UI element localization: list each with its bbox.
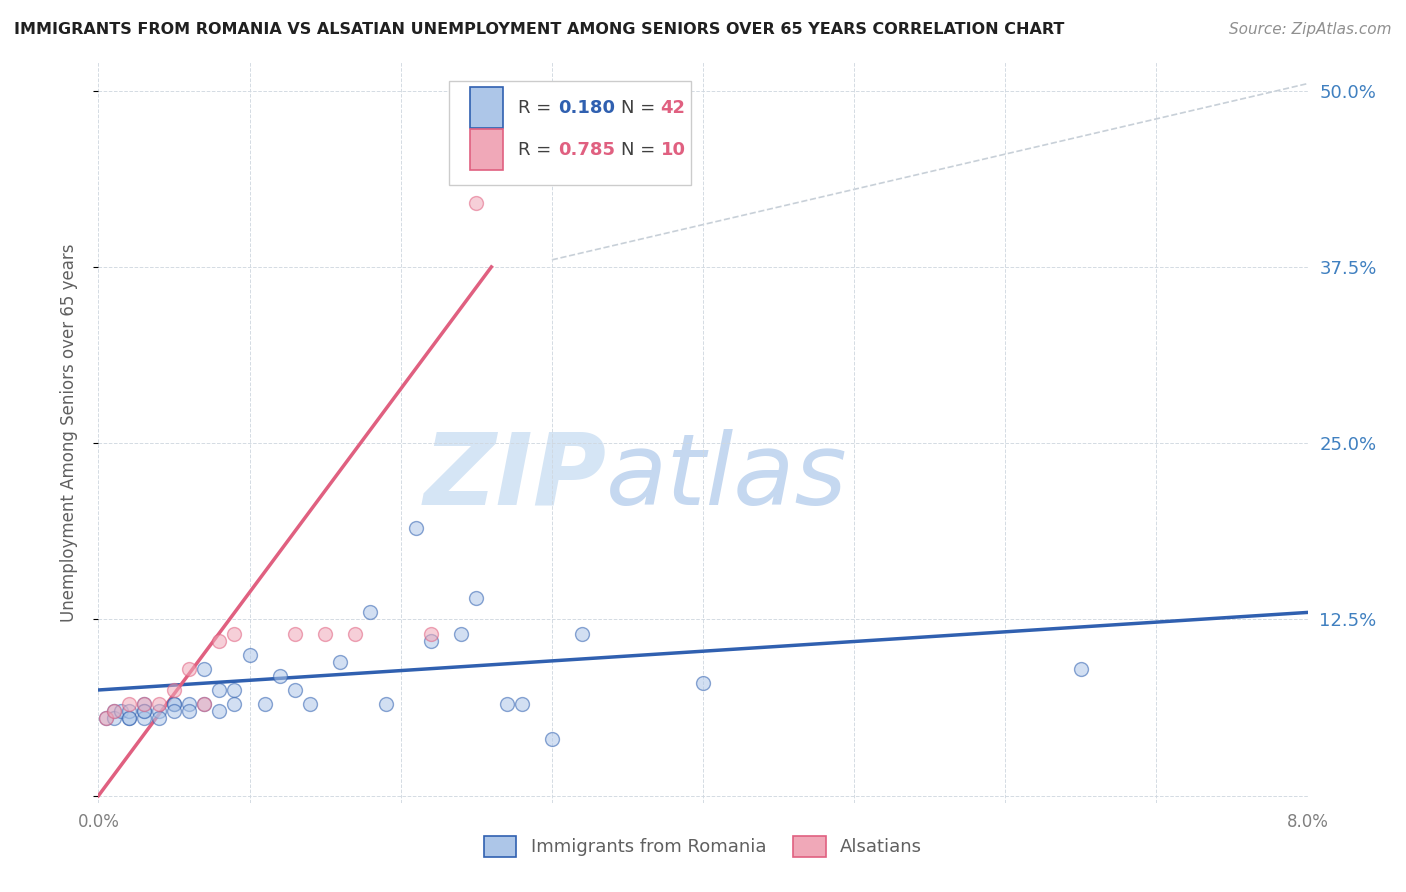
Point (208, 683, 231, 698)
Point (1070, 662, 1092, 676)
Point (132, 704, 155, 718)
Point (314, 626, 336, 640)
Point (224, 683, 246, 698)
Point (374, 697, 396, 711)
Point (253, 697, 276, 711)
Point (163, 683, 186, 698)
Point (284, 683, 307, 698)
Point (284, 626, 307, 640)
Text: R =: R = (517, 99, 557, 118)
Point (179, 697, 201, 711)
Text: atlas: atlas (606, 428, 848, 525)
Point (510, 697, 533, 711)
Point (208, 633, 231, 648)
Point (692, 676, 714, 690)
Text: IMMIGRANTS FROM ROMANIA VS ALSATIAN UNEMPLOYMENT AMONG SENIORS OVER 65 YEARS COR: IMMIGRANTS FROM ROMANIA VS ALSATIAN UNEM… (14, 22, 1064, 37)
Point (420, 626, 443, 640)
Point (571, 626, 593, 640)
Point (103, 704, 125, 718)
Point (208, 704, 231, 718)
Point (224, 626, 246, 640)
Point (118, 711, 141, 725)
Point (540, 732, 562, 747)
Text: N =: N = (621, 99, 661, 118)
Point (118, 704, 141, 718)
Point (299, 697, 322, 711)
Point (269, 669, 291, 683)
Point (163, 697, 186, 711)
Point (450, 626, 472, 640)
Point (163, 704, 186, 718)
Point (148, 711, 170, 725)
Point (465, 591, 488, 606)
Text: 0.785: 0.785 (558, 141, 614, 159)
Point (360, 606, 382, 620)
Point (103, 704, 125, 718)
Point (239, 648, 262, 662)
Point (405, 521, 427, 535)
Text: N =: N = (621, 141, 661, 159)
Point (179, 704, 201, 718)
Text: 10: 10 (661, 141, 686, 159)
Point (118, 697, 141, 711)
Point (420, 633, 443, 648)
FancyBboxPatch shape (470, 87, 503, 128)
Point (193, 697, 215, 711)
Text: 0.180: 0.180 (558, 99, 614, 118)
Point (344, 626, 367, 640)
Text: R =: R = (517, 141, 557, 159)
Point (224, 697, 246, 711)
Point (132, 704, 155, 718)
Point (193, 697, 215, 711)
Point (132, 711, 155, 725)
Point (148, 697, 170, 711)
Point (132, 697, 155, 711)
Text: Source: ZipAtlas.com: Source: ZipAtlas.com (1229, 22, 1392, 37)
Point (465, 196, 488, 211)
Point (193, 662, 215, 676)
Point (94, 711, 117, 725)
Point (132, 697, 155, 711)
Point (179, 662, 201, 676)
Point (118, 711, 141, 725)
FancyBboxPatch shape (449, 81, 690, 185)
Point (329, 655, 352, 669)
Point (495, 697, 517, 711)
Legend: Immigrants from Romania, Alsatians: Immigrants from Romania, Alsatians (477, 829, 929, 864)
Text: 42: 42 (661, 99, 686, 118)
Text: ZIP: ZIP (423, 428, 606, 525)
Point (163, 697, 186, 711)
Point (103, 711, 125, 725)
Point (148, 704, 170, 718)
Y-axis label: Unemployment Among Seniors over 65 years: Unemployment Among Seniors over 65 years (59, 244, 77, 622)
Point (110, 704, 132, 718)
Point (94, 711, 117, 725)
FancyBboxPatch shape (470, 129, 503, 169)
